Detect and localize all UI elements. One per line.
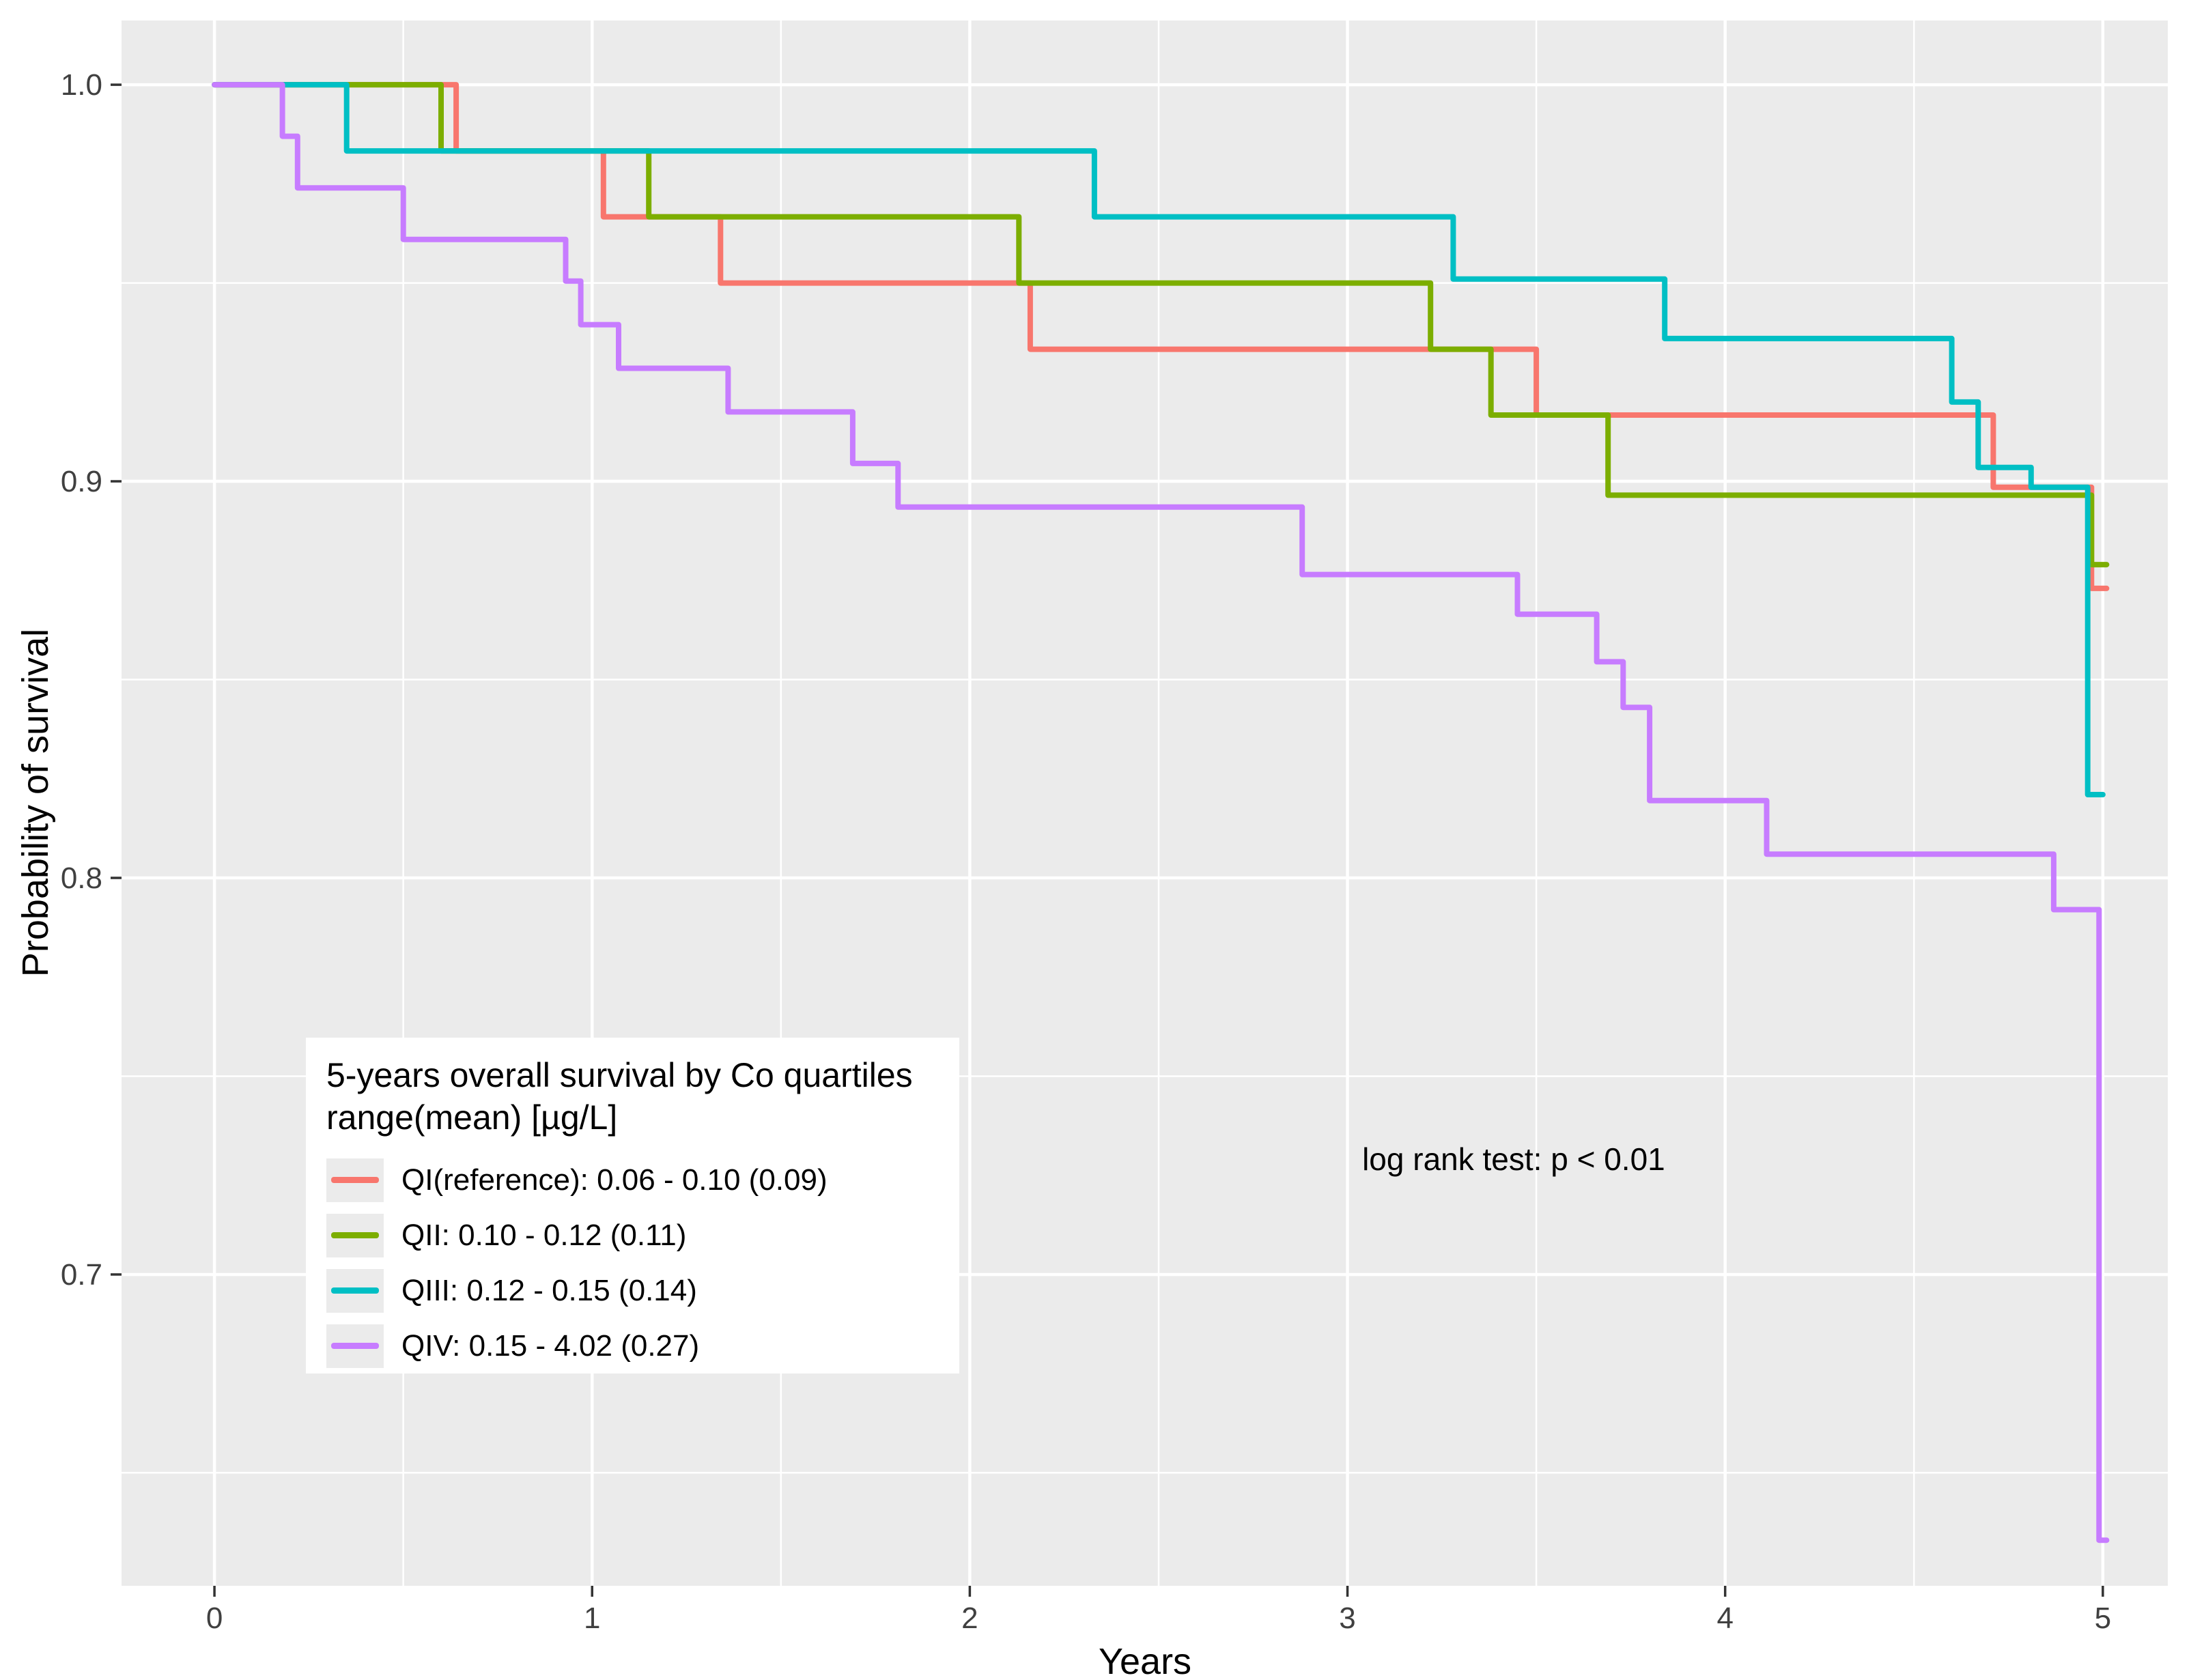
legend-entry: QII: 0.10 - 0.12 (0.11) bbox=[326, 1208, 952, 1263]
survival-curve bbox=[212, 82, 2106, 797]
survival-curve bbox=[212, 82, 2110, 1543]
x-tick-label: 4 bbox=[1716, 1601, 1733, 1635]
legend-key-swatch bbox=[326, 1158, 384, 1202]
y-tick-label: 0.7 bbox=[61, 1258, 102, 1292]
log-rank-annotation: log rank test: p < 0.01 bbox=[1362, 1141, 1665, 1178]
survival-curves bbox=[212, 82, 2110, 1543]
legend-key-line-icon bbox=[331, 1177, 379, 1183]
legend-key-line-icon bbox=[331, 1232, 379, 1238]
y-tick-label: 0.8 bbox=[61, 862, 102, 895]
legend-entry: QIV: 0.15 - 4.02 (0.27) bbox=[326, 1318, 952, 1373]
legend-key-swatch bbox=[326, 1213, 384, 1257]
legend-key-line-icon bbox=[331, 1287, 379, 1294]
y-tick-label: 1.0 bbox=[61, 68, 102, 102]
x-tick-label: 5 bbox=[2095, 1601, 2111, 1635]
axis-tick-marks bbox=[111, 83, 2104, 1597]
x-tick-label: 2 bbox=[961, 1601, 978, 1635]
legend-entries: QI(reference): 0.06 - 0.10 (0.09) QII: 0… bbox=[326, 1152, 952, 1373]
legend-entry-label: QIII: 0.12 - 0.15 (0.14) bbox=[401, 1273, 697, 1307]
x-tick-label: 1 bbox=[584, 1601, 600, 1635]
legend-box: 5-years overall survival by Co quartiles… bbox=[306, 1038, 959, 1373]
legend-title-line1: 5-years overall survival by Co quartiles bbox=[326, 1056, 913, 1094]
legend-title-line2: range(mean) [µg/L] bbox=[326, 1098, 618, 1137]
y-axis-title: Probability of survival bbox=[15, 628, 56, 978]
legend-entry: QI(reference): 0.06 - 0.10 (0.09) bbox=[326, 1152, 952, 1208]
legend-entry: QIII: 0.12 - 0.15 (0.14) bbox=[326, 1263, 952, 1318]
legend-title: 5-years overall survival by Co quartiles… bbox=[326, 1054, 952, 1139]
legend-key-line-icon bbox=[331, 1343, 379, 1349]
x-axis-title: Years bbox=[1098, 1641, 1192, 1680]
legend-entry-label: QIV: 0.15 - 4.02 (0.27) bbox=[401, 1328, 700, 1363]
legend-key-swatch bbox=[326, 1268, 384, 1313]
axis-tick-labels: 0 1 2 3 4 5 0.7 0.8 0.9 1.0 bbox=[61, 68, 2111, 1635]
x-tick-label: 0 bbox=[206, 1601, 223, 1635]
legend-key-swatch bbox=[326, 1324, 384, 1368]
legend-entry-label: QI(reference): 0.06 - 0.10 (0.09) bbox=[401, 1163, 828, 1197]
legend-entry-label: QII: 0.10 - 0.12 (0.11) bbox=[401, 1218, 687, 1252]
y-tick-label: 0.9 bbox=[61, 465, 102, 498]
x-tick-label: 3 bbox=[1339, 1601, 1355, 1635]
